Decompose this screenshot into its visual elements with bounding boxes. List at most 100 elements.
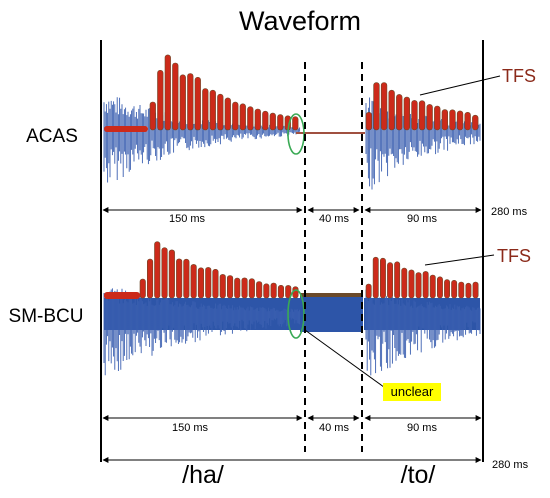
envelope-pulse xyxy=(403,96,410,131)
envelope-pulse xyxy=(172,62,179,131)
envelope-pulse xyxy=(372,256,379,299)
envelope-pulse xyxy=(426,104,433,131)
envelope-pulse xyxy=(285,285,292,299)
acas-waveform xyxy=(103,54,481,190)
envelope-pulse xyxy=(277,114,284,131)
unclear-callout-text: unclear xyxy=(391,384,434,399)
envelope-pulse xyxy=(411,100,418,131)
track-label-acas: ACAS xyxy=(26,126,78,147)
envelope-pulse xyxy=(456,110,464,131)
envelope-pulse xyxy=(436,276,443,299)
envelope-pulse xyxy=(256,281,263,299)
envelope-pulse xyxy=(149,101,156,131)
envelope-pulse xyxy=(269,112,276,131)
envelope-pulse xyxy=(219,274,226,299)
envelope-pre-onset xyxy=(104,292,140,299)
envelope-pulse xyxy=(217,93,224,131)
envelope-pulse xyxy=(190,264,197,299)
fine-structure-trace xyxy=(103,288,301,376)
fine-structure-trace xyxy=(365,289,481,376)
envelope-pulse xyxy=(209,89,216,131)
unclear-pointer xyxy=(304,329,389,391)
envelope-pulse xyxy=(176,258,183,299)
envelope-pulse xyxy=(373,82,380,131)
envelope-pulse xyxy=(401,267,408,299)
envelope-pulse xyxy=(365,283,372,299)
envelope-pulse xyxy=(429,274,436,299)
phoneme-to: /to/ xyxy=(401,461,436,489)
envelope-pulse xyxy=(194,77,201,131)
smbcu-noise-band xyxy=(300,296,363,332)
track-label-smbcu: SM-BCU xyxy=(9,306,84,327)
envelope-pulse xyxy=(422,271,429,299)
envelope-pulse xyxy=(187,73,194,131)
envelope-pulse xyxy=(464,112,471,131)
duration-row-top: 150 ms 40 ms 90 ms 280 ms xyxy=(102,206,528,225)
envelope-pulse xyxy=(183,258,190,299)
tfs-pointer-bottom xyxy=(424,254,495,266)
envelope-pulse xyxy=(388,89,395,131)
envelope-pulse xyxy=(380,82,388,131)
envelope-pulse xyxy=(444,279,450,299)
tfs-label-bottom: TFS xyxy=(497,246,531,266)
envelope-pre-onset xyxy=(104,126,148,132)
smbcu-waveform xyxy=(103,241,481,376)
envelope-pulse xyxy=(292,116,299,131)
phoneme-ha: /ha/ xyxy=(182,461,224,489)
ha-duration-label: 150 ms xyxy=(169,213,206,225)
envelope-pulse xyxy=(418,100,426,131)
envelope-pulse xyxy=(147,258,154,299)
envelope-pulse xyxy=(157,70,164,131)
envelope-pulse xyxy=(197,267,204,299)
envelope-pulse xyxy=(139,278,146,299)
envelope-pulse xyxy=(394,261,401,299)
envelope-pulse xyxy=(241,277,248,299)
envelope-pulse xyxy=(179,74,186,131)
envelope-pulse xyxy=(262,110,269,131)
unclear-callout-box xyxy=(383,383,441,401)
envelope-pulse xyxy=(154,241,161,299)
tfs-pointer-top xyxy=(419,75,501,96)
total-duration-label-bottom: 280 ms xyxy=(492,459,529,471)
acas-envelope xyxy=(104,54,479,132)
envelope-pulse xyxy=(232,101,239,131)
envelope-pulse xyxy=(247,106,254,131)
smbcu-envelope xyxy=(104,241,479,299)
envelope-pulse xyxy=(472,281,479,299)
envelope-pulse xyxy=(263,283,270,299)
gap-duration-label: 40 ms xyxy=(319,422,349,434)
to-duration-label: 90 ms xyxy=(407,422,437,434)
envelope-pulse xyxy=(254,108,261,131)
total-duration-label: 280 ms xyxy=(491,206,528,218)
envelope-pulse xyxy=(248,278,255,299)
smbcu-fine-structure xyxy=(103,288,481,376)
envelope-pulse xyxy=(365,112,372,131)
envelope-pulse xyxy=(434,105,441,131)
figure-title: Waveform xyxy=(239,6,361,36)
envelope-pulse xyxy=(227,275,234,299)
fine-structure-trace xyxy=(103,97,301,183)
envelope-pulse xyxy=(379,257,386,299)
envelope-pulse xyxy=(465,282,472,299)
envelope-pulse xyxy=(441,109,448,131)
envelope-pulse xyxy=(449,109,456,131)
envelope-pulse xyxy=(387,262,393,299)
smbcu-band-top xyxy=(300,293,363,297)
envelope-pulse xyxy=(234,277,241,299)
envelope-pulse xyxy=(239,103,246,131)
to-duration-label: 90 ms xyxy=(407,213,437,225)
envelope-pulse xyxy=(292,286,299,299)
envelope-pulse xyxy=(270,282,277,299)
envelope-pulse xyxy=(396,94,403,131)
tfs-label-top: TFS xyxy=(502,66,536,86)
ha-duration-label: 150 ms xyxy=(172,422,209,434)
envelope-pulse xyxy=(458,281,465,299)
envelope-pulse xyxy=(161,247,168,299)
envelope-pulse xyxy=(277,284,285,299)
gap-duration-label: 40 ms xyxy=(319,213,349,225)
envelope-pulse xyxy=(168,249,175,299)
envelope-pulse xyxy=(202,88,209,131)
envelope-pulse xyxy=(451,279,458,299)
envelope-pulse xyxy=(224,97,231,131)
